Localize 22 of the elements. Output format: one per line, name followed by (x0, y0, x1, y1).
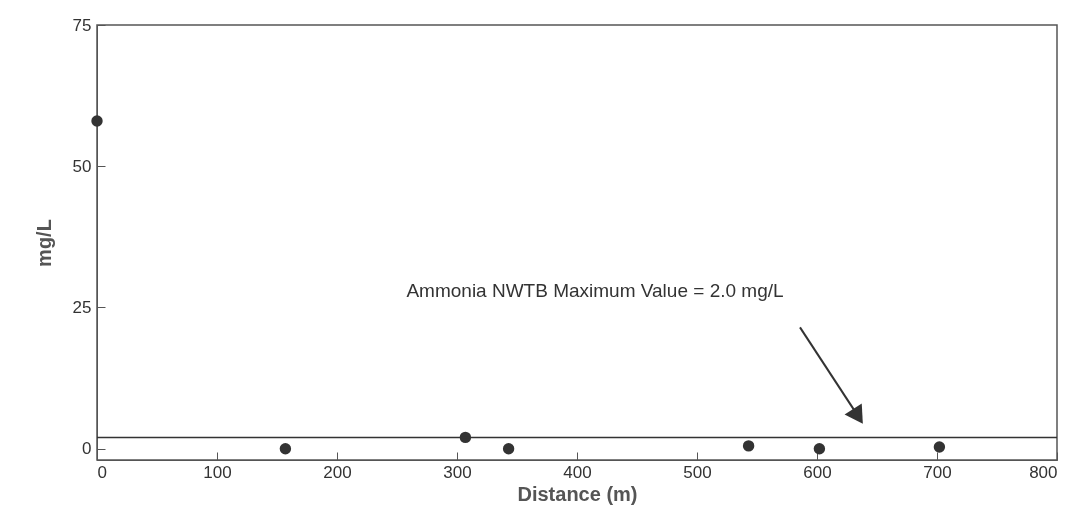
point (813, 443, 826, 455)
x-tick-label: 300 (443, 462, 472, 482)
x-tick-label: 200 (323, 462, 352, 482)
x-tick-label: 600 (803, 462, 832, 482)
point (502, 443, 515, 455)
y-tick-label: 50 (72, 156, 92, 176)
x-tick-label: 400 (563, 462, 592, 482)
y-axis-title: mg/L (32, 219, 55, 267)
point (91, 115, 103, 127)
x-tick-label: 500 (683, 462, 712, 482)
ref-line-label: Ammonia NWTB Maximum Value = 2.0 mg/L (406, 280, 784, 302)
y-tick-label: 75 (72, 15, 92, 35)
point (933, 441, 946, 453)
y-tick-label: 25 (72, 297, 92, 317)
y-tick-label: 0 (82, 439, 92, 459)
x-tick-label: 0 (97, 462, 107, 482)
point (279, 443, 292, 455)
x-tick-label: 800 (1029, 462, 1058, 482)
x-axis-title: Distance (m) (517, 482, 638, 505)
point (742, 440, 755, 452)
x-tick-label: 100 (203, 462, 232, 482)
x-tick-label: 700 (923, 462, 952, 482)
